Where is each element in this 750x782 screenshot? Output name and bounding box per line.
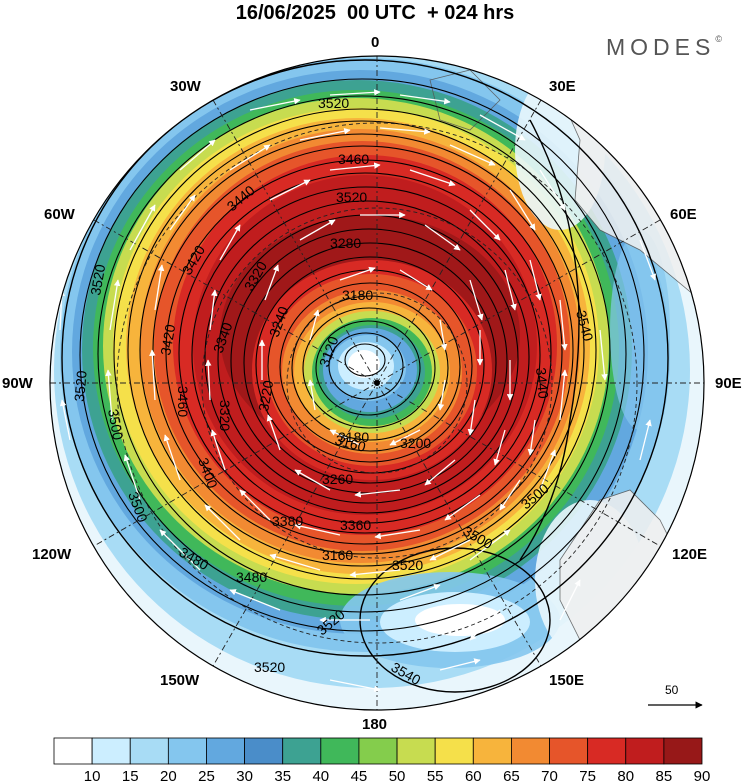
contour-label: 3440: [533, 367, 552, 400]
colorbar-tick-label: 65: [503, 768, 520, 782]
colorbar-tick-label: 30: [236, 768, 253, 782]
colorbar-swatch: [129, 737, 169, 765]
lon-label-60w: 60W: [44, 206, 75, 223]
contour-label: 3460: [338, 151, 369, 167]
colorbar-swatch: [282, 737, 322, 765]
colorbar-swatch: [511, 737, 550, 765]
contour-label: 3220: [255, 379, 276, 413]
height-contours: [61, 59, 669, 693]
map-title: 16/06/2025 00 UTC + 024 hrs: [235, 2, 515, 24]
contour-label: 3200: [400, 435, 431, 451]
colorbar-tick-label: 35: [274, 768, 291, 782]
lon-label-0: 0: [371, 34, 380, 51]
colorbar-tick-label: 50: [389, 768, 406, 782]
contour-label: 3360: [340, 517, 371, 533]
contour-label: 3180: [338, 429, 369, 445]
lon-label-150w: 150W: [160, 672, 200, 689]
colorbar-tick-label: 20: [160, 768, 177, 782]
colorbar-swatch: [244, 737, 284, 765]
lon-label-120e: 120E: [672, 546, 708, 563]
contour-label: 3480: [236, 569, 267, 585]
contour-label: 3520: [71, 370, 90, 403]
colorbar-tick-label: 70: [541, 768, 558, 782]
colorbar-swatch: [625, 737, 665, 765]
copyright-mark: ©: [715, 34, 722, 44]
lon-label-30e: 30E: [549, 78, 576, 95]
lon-label-90w: 90W: [2, 375, 33, 392]
contour-label: 3160: [322, 547, 353, 563]
contour-label: 3320: [217, 400, 233, 431]
colorbar-tick-label: 85: [656, 768, 673, 782]
pole-marker: [374, 380, 380, 386]
contour-label: 3520: [392, 557, 423, 573]
contour-label: 3520: [87, 263, 108, 297]
polar-wind-map: 3520 3460 3440 3520 3280 3420 3320 3180 …: [49, 55, 705, 711]
wind-vectors: [58, 89, 656, 693]
contour-label: 3160: [333, 431, 367, 455]
colorbar-swatch: [358, 737, 398, 765]
colorbar-swatch: [91, 737, 131, 765]
lon-label-60e: 60E: [670, 206, 697, 223]
contour-label: 3520: [318, 95, 349, 111]
lon-label-120w: 120W: [32, 546, 72, 563]
contour-label: 3540: [573, 309, 597, 343]
colorbar-tick-label: 10: [84, 768, 101, 782]
colorbar-swatch: [663, 737, 703, 765]
map-boundary: [49, 55, 705, 711]
brand-name: MODES: [606, 34, 716, 60]
colorbar-tick-label: 80: [617, 768, 634, 782]
contour-label: 3180: [342, 287, 373, 303]
colorbar-tick-label: 55: [427, 768, 444, 782]
colorbar-tick-label: 60: [465, 768, 482, 782]
contour-label: 3520: [336, 189, 367, 205]
colorbar-tick-label: 15: [122, 768, 139, 782]
colorbar-swatch: [206, 737, 245, 765]
colorbar-swatch: [396, 737, 436, 765]
colorbar-swatch: [549, 737, 589, 765]
contour-label: 3460: [175, 386, 191, 417]
colorbar-swatch: [434, 737, 474, 765]
colorbar-tick-label: 45: [351, 768, 368, 782]
contour-label: 3280: [330, 235, 361, 251]
lon-label-180: 180: [362, 716, 388, 733]
colorbar-tick-label: 90: [694, 768, 711, 782]
colorbar-tick-label: 40: [312, 768, 329, 782]
colorbar-swatch: [587, 737, 627, 765]
lon-label-150e: 150E: [549, 672, 585, 689]
reference-vector-label: 50: [665, 683, 679, 697]
wind-speed-colorbar: 10 15 20 25 30 35 40 45 50 55 60 65 70 75 80 85 90: [53, 737, 711, 782]
contour-label: 3520: [254, 659, 285, 675]
colorbar-tick-label: 25: [198, 768, 215, 782]
colorbar-tick-label: 75: [579, 768, 596, 782]
contour-label: 3500: [105, 408, 126, 442]
contour-label: 3380: [272, 513, 303, 529]
modes-logo: MODES©: [606, 34, 722, 61]
colorbar-swatch: [53, 737, 93, 765]
contour-label: 3420: [157, 323, 178, 357]
colorbar-swatch: [472, 737, 512, 765]
lon-label-90e: 90E: [715, 375, 742, 392]
lon-label-30w: 30W: [170, 78, 201, 95]
colorbar-swatch: [320, 737, 360, 765]
colorbar-swatch: [167, 737, 207, 765]
contour-label: 3260: [322, 471, 353, 487]
